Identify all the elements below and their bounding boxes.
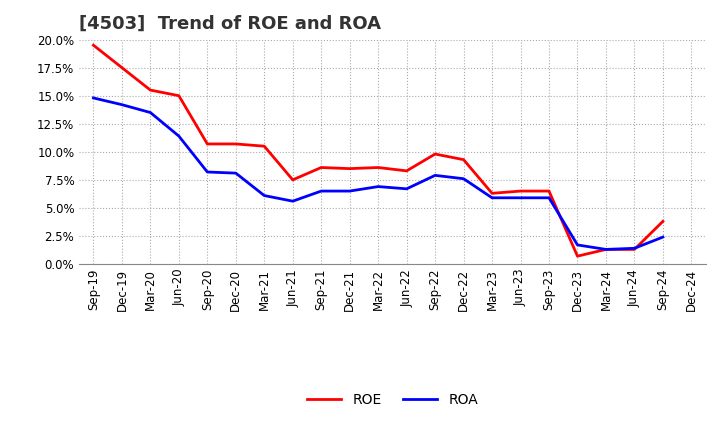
- ROA: [573, 242, 582, 248]
- ROA: [487, 195, 496, 201]
- ROE: [402, 168, 411, 173]
- ROA: [374, 184, 382, 189]
- ROE: [260, 143, 269, 149]
- ROE: [89, 43, 98, 48]
- ROE: [203, 141, 212, 147]
- Line: ROA: ROA: [94, 98, 663, 249]
- ROA: [545, 195, 554, 201]
- ROA: [516, 195, 525, 201]
- ROE: [630, 247, 639, 252]
- ROA: [203, 169, 212, 175]
- ROE: [573, 253, 582, 259]
- ROE: [459, 157, 468, 162]
- ROA: [459, 176, 468, 181]
- ROE: [374, 165, 382, 170]
- Legend: ROE, ROA: ROE, ROA: [301, 388, 484, 413]
- ROA: [346, 188, 354, 194]
- ROE: [317, 165, 325, 170]
- ROE: [146, 88, 155, 93]
- ROE: [659, 219, 667, 224]
- ROA: [630, 246, 639, 251]
- ROE: [487, 191, 496, 196]
- Line: ROE: ROE: [94, 45, 663, 256]
- ROA: [402, 186, 411, 191]
- ROA: [431, 173, 439, 178]
- ROE: [232, 141, 240, 147]
- ROA: [89, 95, 98, 101]
- ROA: [260, 193, 269, 198]
- ROA: [317, 188, 325, 194]
- ROE: [117, 65, 126, 70]
- ROE: [174, 93, 183, 98]
- ROE: [431, 151, 439, 157]
- ROE: [346, 166, 354, 171]
- ROA: [289, 198, 297, 204]
- ROA: [174, 133, 183, 139]
- ROA: [232, 170, 240, 176]
- ROE: [602, 247, 611, 252]
- ROA: [659, 235, 667, 240]
- ROE: [516, 188, 525, 194]
- ROA: [602, 247, 611, 252]
- Text: [4503]  Trend of ROE and ROA: [4503] Trend of ROE and ROA: [79, 15, 381, 33]
- ROE: [545, 188, 554, 194]
- ROE: [289, 177, 297, 183]
- ROA: [146, 110, 155, 115]
- ROA: [117, 102, 126, 107]
